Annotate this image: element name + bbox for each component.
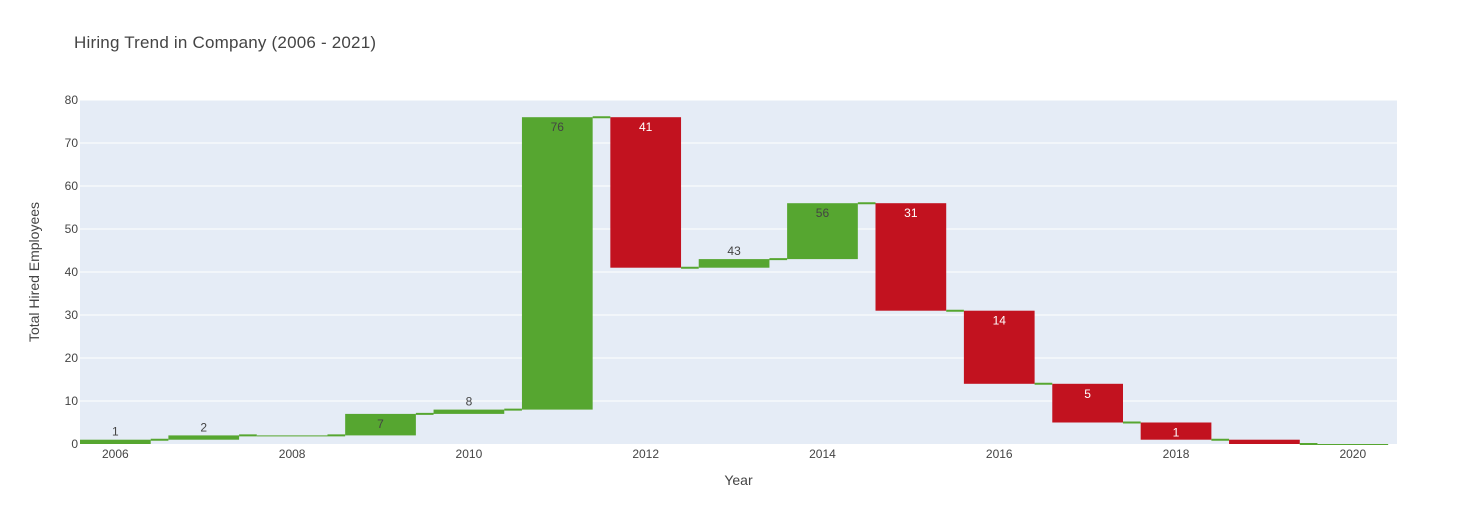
decreasing-bar[interactable]	[610, 117, 682, 268]
x-tick-label: 2010	[456, 447, 483, 461]
decreasing-bar[interactable]	[963, 310, 1035, 384]
data-label: 76	[551, 120, 565, 134]
y-tick-label: 10	[65, 394, 79, 408]
x-tick-label: 2016	[986, 447, 1013, 461]
increasing-bar[interactable]	[698, 259, 770, 268]
y-tick-label: 40	[65, 265, 79, 279]
y-tick-label: 30	[65, 308, 79, 322]
y-tick-label: 80	[65, 93, 79, 107]
increasing-bar[interactable]	[345, 413, 416, 436]
increasing-bar[interactable]	[80, 439, 151, 444]
decreasing-bar[interactable]	[1229, 439, 1300, 444]
increasing-bar[interactable]	[433, 409, 505, 414]
x-axis-title: Year	[724, 472, 753, 488]
x-tick-label: 2012	[632, 447, 659, 461]
increasing-bar[interactable]	[256, 435, 328, 437]
y-tick-label: 70	[65, 136, 79, 150]
x-tick-label: 2020	[1339, 447, 1366, 461]
decreasing-bar[interactable]	[875, 203, 947, 311]
y-axis-title: Total Hired Employees	[26, 202, 42, 342]
x-tick-label: 2018	[1163, 447, 1190, 461]
increasing-bar[interactable]	[1317, 444, 1389, 445]
data-label: 14	[993, 314, 1007, 328]
data-label: 41	[639, 120, 653, 134]
x-tick-label: 2006	[102, 447, 129, 461]
increasing-bar[interactable]	[168, 435, 240, 440]
data-label: 8	[466, 395, 473, 409]
y-tick-label: 20	[65, 351, 79, 365]
data-label: 1	[112, 425, 119, 439]
data-label: 56	[816, 206, 830, 220]
y-tick-label: 60	[65, 179, 79, 193]
decreasing-bar[interactable]	[1140, 422, 1212, 440]
data-label: 2	[200, 420, 207, 434]
data-label: 5	[1084, 387, 1091, 401]
data-label: 7	[377, 417, 384, 431]
decreasing-bar[interactable]	[1052, 383, 1123, 423]
x-tick-label: 2014	[809, 447, 836, 461]
x-tick-label: 2008	[279, 447, 306, 461]
y-tick-label: 50	[65, 222, 79, 236]
increasing-bar[interactable]	[787, 203, 858, 260]
chart-title: Hiring Trend in Company (2006 - 2021)	[74, 33, 377, 52]
data-label: 43	[727, 244, 741, 258]
y-tick-label: 0	[71, 437, 78, 451]
increasing-bar[interactable]	[521, 117, 593, 410]
data-label: 31	[904, 206, 918, 220]
data-label: 1	[1173, 426, 1180, 440]
